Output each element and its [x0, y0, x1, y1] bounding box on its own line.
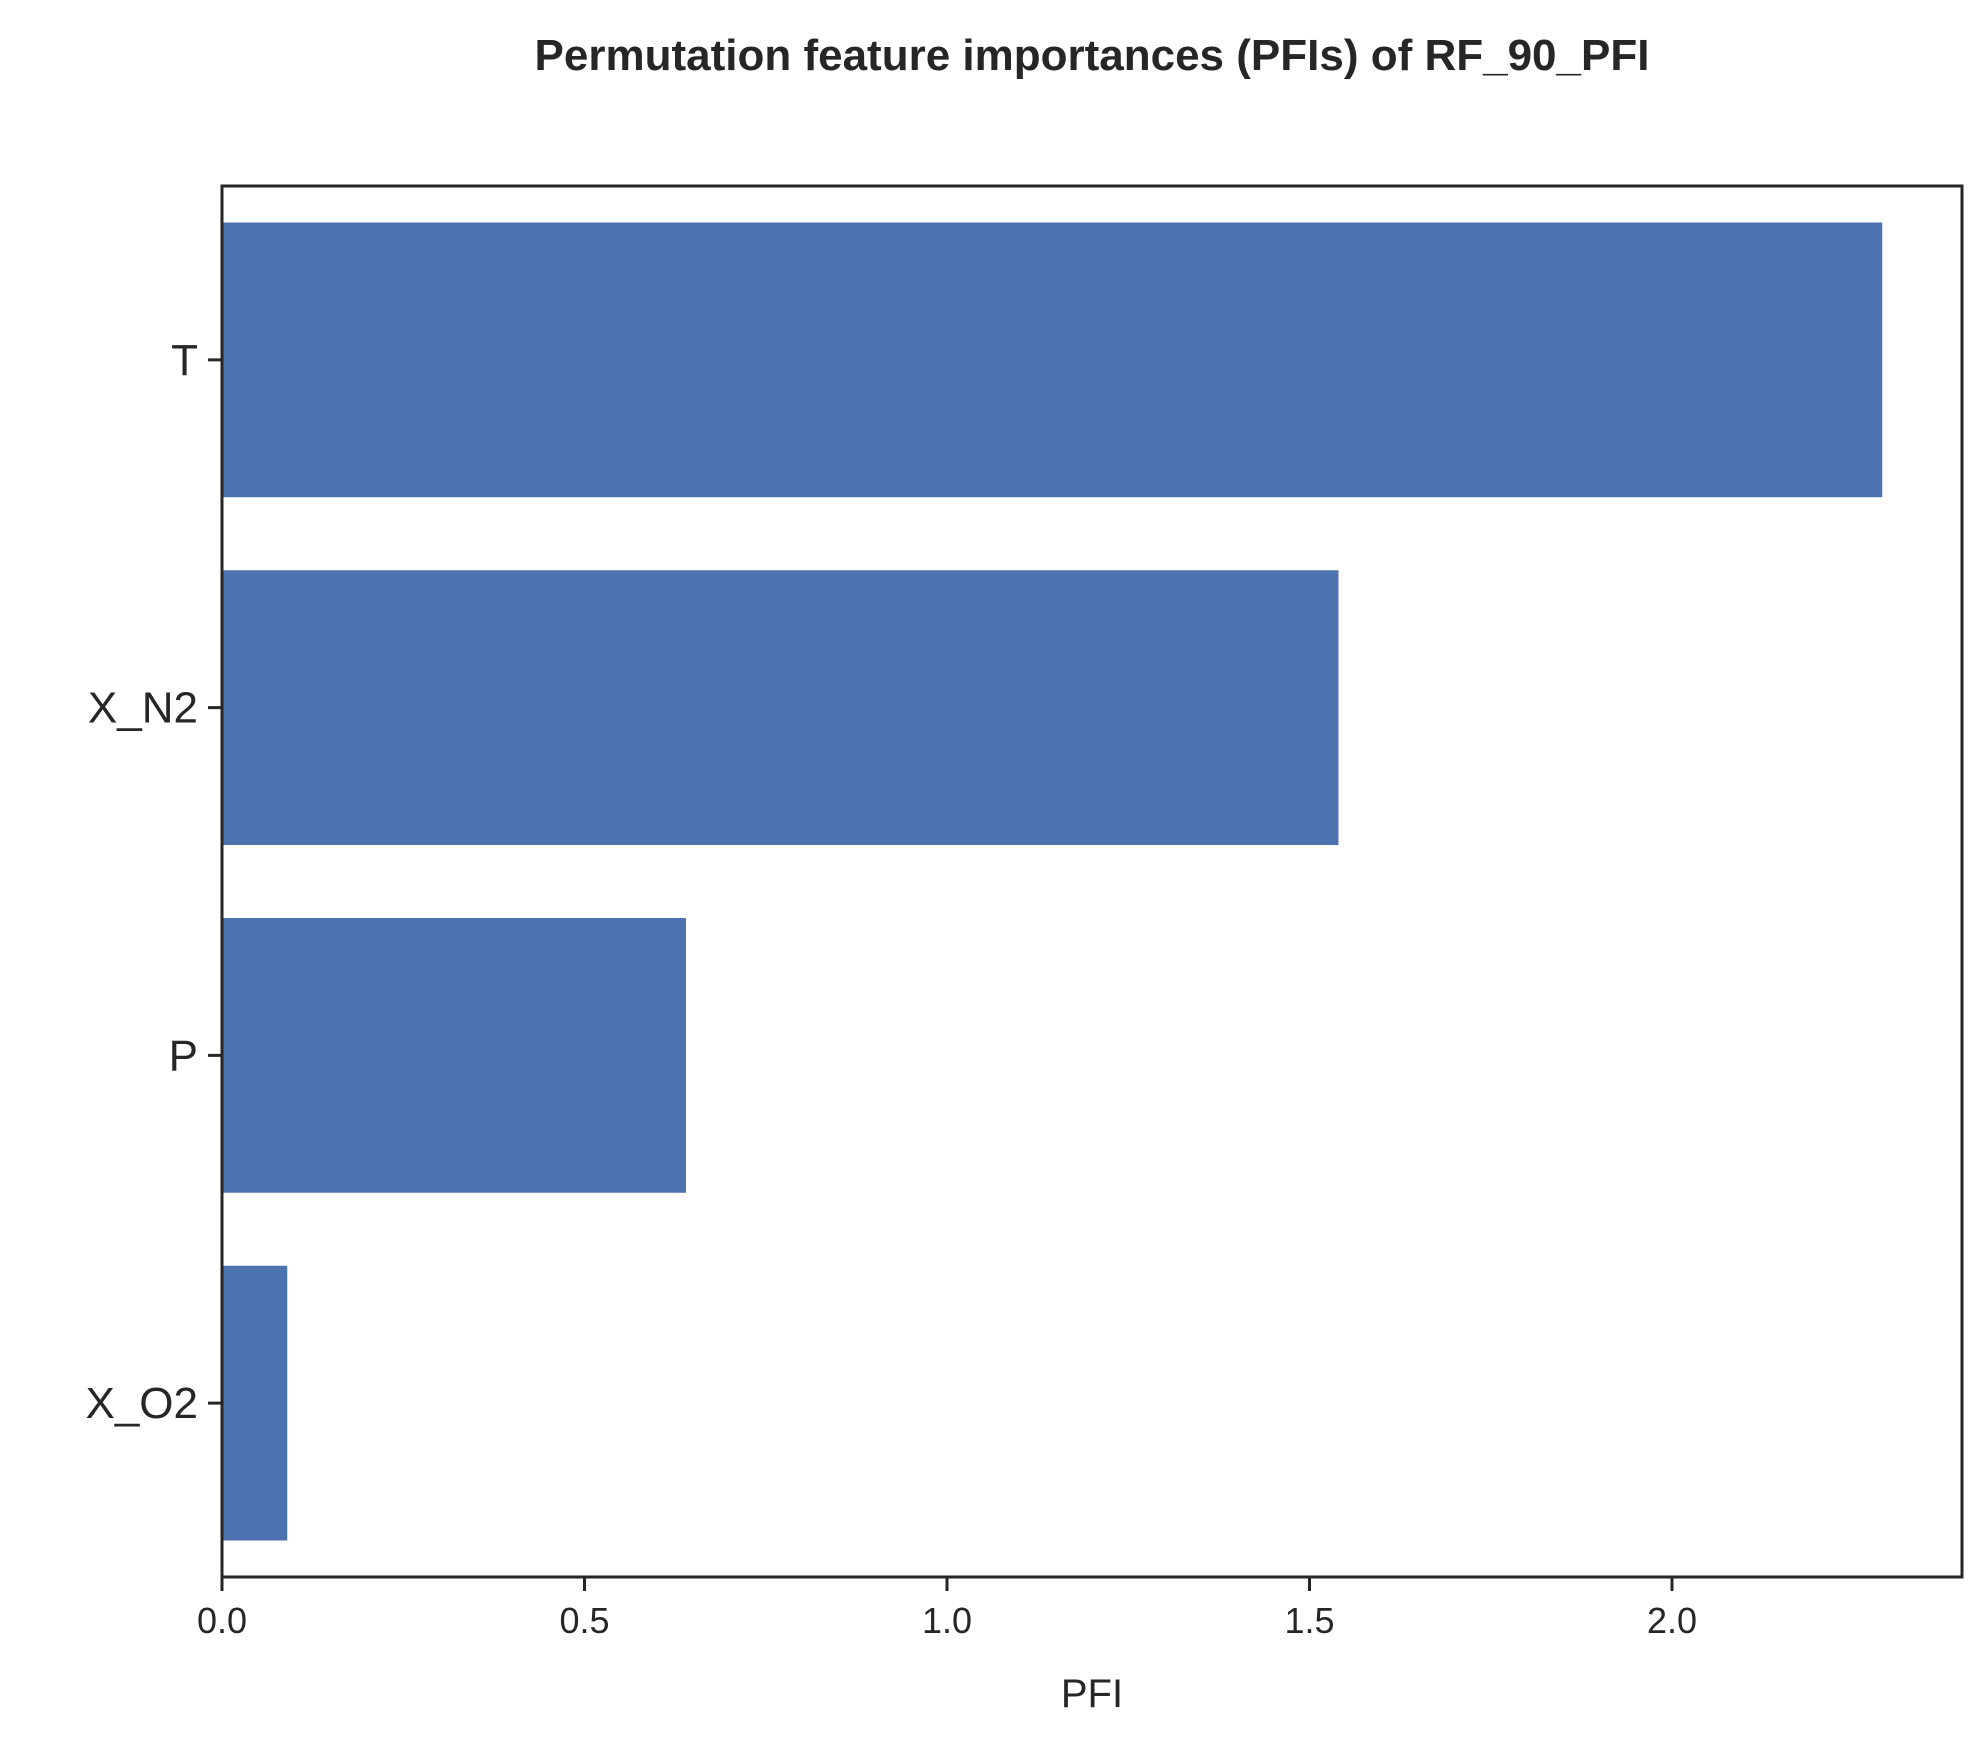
bar-t — [222, 222, 1883, 498]
x-tick-label-3: 1.5 — [1284, 1600, 1334, 1641]
y-tick-label-t: T — [171, 336, 198, 385]
x-tick-label-1: 0.5 — [559, 1600, 609, 1641]
x-tick-label-2: 1.0 — [922, 1600, 972, 1641]
y-tick-label-x-o2: X_O2 — [85, 1379, 198, 1428]
bar-x-n2 — [222, 570, 1339, 845]
bar-x-o2 — [222, 1265, 288, 1541]
x-axis-label: PFI — [1061, 1672, 1123, 1716]
bars-group — [222, 222, 1883, 1541]
x-tick-label-4: 2.0 — [1647, 1600, 1697, 1641]
y-tick-label-p: P — [169, 1031, 198, 1080]
chart-title: Permutation feature importances (PFIs) o… — [535, 31, 1650, 80]
plot-frame — [220, 184, 1964, 1579]
x-axis: 0.0 0.5 1.0 1.5 2.0 — [197, 1577, 1697, 1641]
x-tick-label-0: 0.0 — [197, 1600, 247, 1641]
bar-p — [222, 918, 686, 1193]
y-tick-label-x-n2: X_N2 — [88, 684, 198, 733]
y-axis: T X_N2 P X_O2 — [85, 336, 222, 1428]
